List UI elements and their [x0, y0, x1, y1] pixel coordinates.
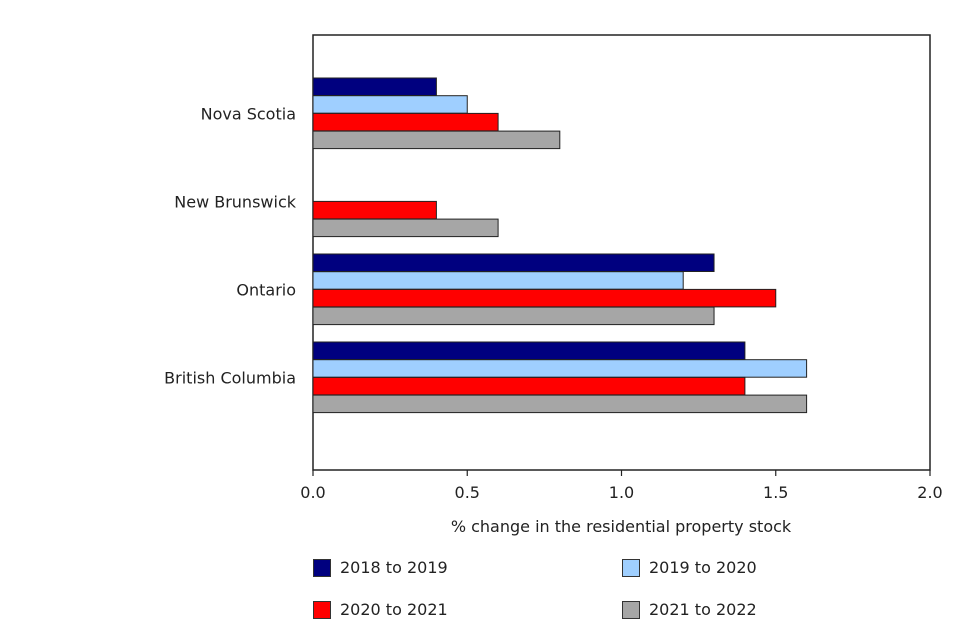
bar-nova-scotia-series-1 — [312, 77, 437, 96]
legend-item: 2020 to 2021 — [313, 600, 448, 619]
x-axis-title: % change in the residential property sto… — [451, 517, 792, 536]
x-tick-label: 0.0 — [300, 483, 325, 502]
bar-new-brunswick-series-4 — [312, 218, 499, 238]
legend-label: 2020 to 2021 — [340, 600, 448, 619]
category-label: Nova Scotia — [201, 105, 296, 124]
x-tick-label: 2.0 — [917, 483, 942, 502]
legend-swatch — [313, 558, 331, 577]
x-tick-label: 0.5 — [455, 483, 480, 502]
bar-ontario-series-3 — [312, 288, 777, 308]
bar-british-columbia-series-4 — [312, 394, 808, 414]
category-label: British Columbia — [164, 369, 296, 388]
legend-label: 2019 to 2020 — [649, 558, 757, 577]
legend-label: 2021 to 2022 — [649, 600, 757, 619]
legend-item: 2021 to 2022 — [622, 600, 757, 619]
bar-ontario-series-2 — [312, 271, 684, 290]
bar-british-columbia-series-2 — [312, 359, 808, 378]
legend-swatch — [313, 600, 331, 619]
x-tick-label: 1.0 — [609, 483, 634, 502]
category-label: New Brunswick — [174, 193, 296, 212]
bars-group — [312, 77, 808, 414]
bar-british-columbia-series-3 — [312, 376, 746, 396]
x-axis-ticks: 0.0 0.5 1.0 1.5 2.0 — [300, 470, 943, 502]
bar-nova-scotia-series-3 — [312, 112, 499, 132]
legend-item: 2018 to 2019 — [313, 558, 448, 577]
legend-swatch — [622, 600, 640, 619]
x-tick-label: 1.5 — [763, 483, 788, 502]
bar-nova-scotia-series-4 — [312, 130, 561, 150]
bar-british-columbia-series-1 — [312, 341, 746, 360]
bar-new-brunswick-series-3 — [312, 200, 437, 220]
bar-ontario-series-1 — [312, 253, 715, 272]
category-labels: Nova Scotia New Brunswick Ontario British C… — [164, 105, 297, 388]
legend-item: 2019 to 2020 — [622, 558, 757, 577]
legend-swatch — [622, 558, 640, 577]
category-label: Ontario — [236, 281, 296, 300]
bar-ontario-series-4 — [312, 306, 715, 326]
bar-nova-scotia-series-2 — [312, 95, 468, 114]
legend-label: 2018 to 2019 — [340, 558, 448, 577]
